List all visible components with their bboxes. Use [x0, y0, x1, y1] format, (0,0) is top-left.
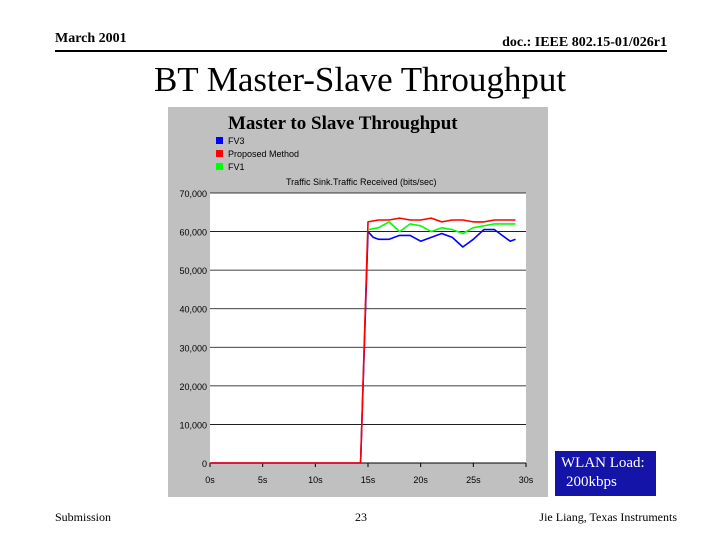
legend-label: Proposed Method	[228, 149, 299, 159]
x-tick-label: 20s	[413, 475, 428, 485]
y-tick-label: 30,000	[179, 343, 207, 353]
header-doc-id: doc.: IEEE 802.15-01/026r1	[502, 35, 667, 50]
wlan-load-note: WLAN Load: 200kbps	[555, 451, 656, 496]
throughput-chart: 0 10,000 20,000 30,000 40,000 50,000 60,000 70,…	[179, 113, 534, 485]
legend-swatch	[216, 137, 223, 144]
legend-swatch	[216, 150, 223, 157]
x-tick-label: 30s	[519, 475, 534, 485]
x-tick-label: 15s	[361, 475, 376, 485]
x-tick-label: 25s	[466, 475, 481, 485]
y-tick-label: 50,000	[179, 266, 207, 276]
wlan-load-value: 200kbps	[566, 474, 617, 490]
y-tick-label: 20,000	[179, 382, 207, 392]
chart-subtitle: Traffic Sink.Traffic Received (bits/sec)	[286, 177, 437, 187]
y-tick-label: 10,000	[179, 420, 207, 430]
wlan-load-label: WLAN Load:	[561, 455, 645, 471]
header-rule	[55, 50, 667, 52]
y-tick-label: 60,000	[179, 228, 207, 238]
legend-label: FV3	[228, 136, 245, 146]
footer-submission: Submission	[55, 510, 112, 524]
series-line	[210, 228, 516, 464]
y-tick-label: 70,000	[179, 189, 207, 199]
footer-author: Jie Liang, Texas Instruments	[539, 510, 677, 524]
legend-swatch	[216, 163, 223, 170]
legend-label: FV1	[228, 162, 245, 172]
x-tick-label: 0s	[205, 475, 215, 485]
series-line	[367, 221, 516, 235]
y-tick-label: 0	[202, 459, 207, 469]
y-tick-label: 40,000	[179, 305, 207, 315]
x-tick-label: 10s	[308, 475, 323, 485]
footer-page-number: 23	[355, 510, 367, 524]
series-line	[210, 217, 516, 464]
x-tick-label: 5s	[258, 475, 268, 485]
slide-title: BT Master-Slave Throughput	[153, 60, 567, 99]
header-date: March 2001	[55, 31, 127, 46]
chart-title: Master to Slave Throughput	[228, 113, 458, 134]
